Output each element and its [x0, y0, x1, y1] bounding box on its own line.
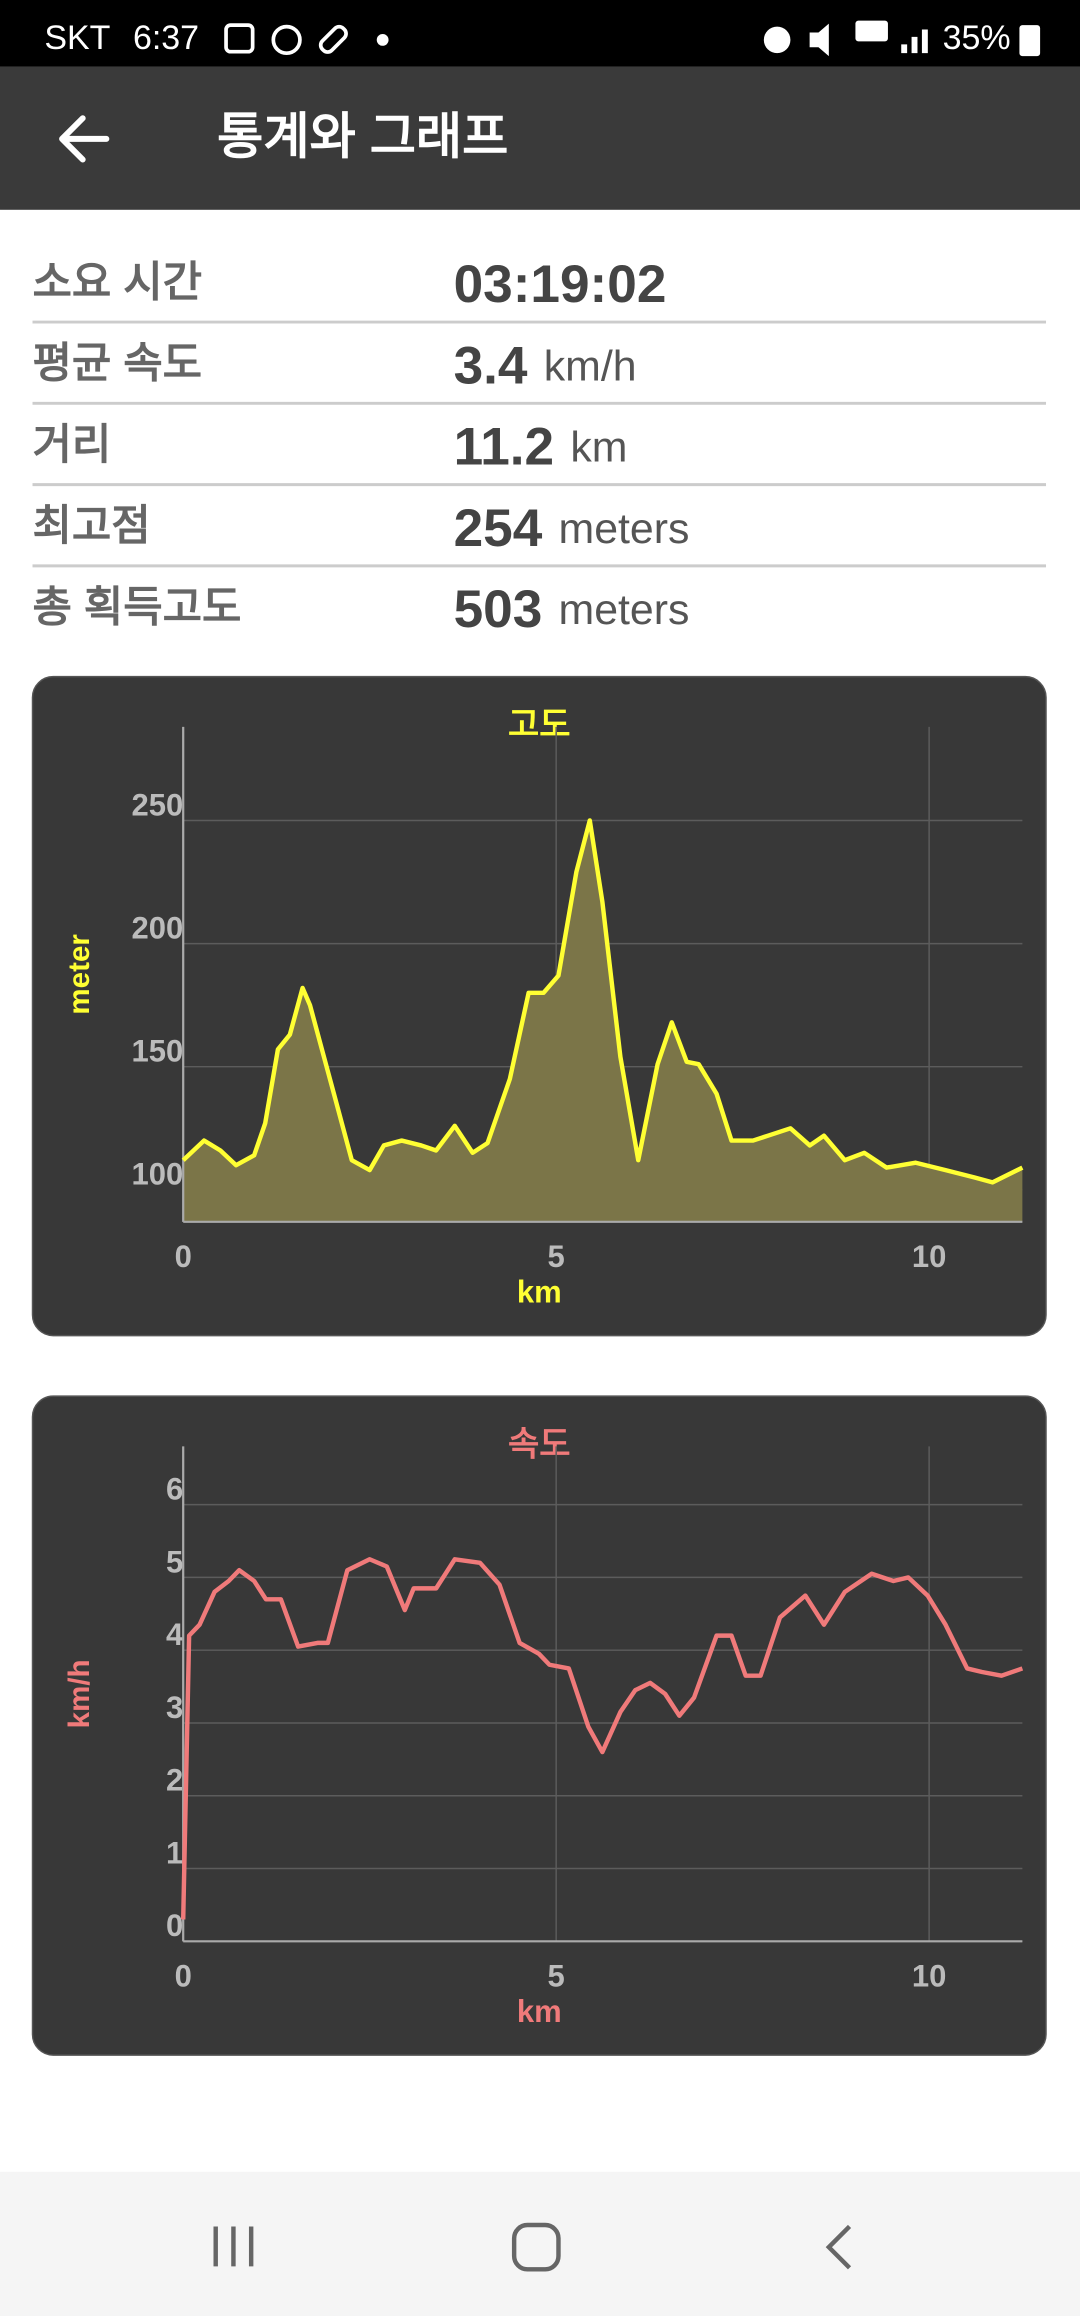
x-tick-label: 5 — [548, 1239, 565, 1274]
line — [180, 1557, 1024, 1920]
y-tick-label: 250 — [131, 787, 183, 822]
y-tick-label: 0 — [166, 1908, 183, 1943]
stat-value: 503 meters — [454, 580, 690, 639]
y-tick-label: 200 — [131, 910, 183, 945]
chart-title: 고도 — [508, 706, 571, 744]
x-axis-label: km — [517, 1274, 562, 1309]
stat-label: 소요 시간 — [33, 258, 203, 306]
stat-value: 11.2 km — [454, 418, 628, 477]
stat-label: 평균 속도 — [33, 340, 203, 388]
recents-button[interactable] — [213, 2226, 254, 2267]
stat-value: 254 meters — [454, 499, 690, 558]
y-axis-label: km/h — [63, 1659, 96, 1728]
x-axis-label: km — [517, 1994, 562, 2029]
x-tick-label: 5 — [548, 1958, 565, 1993]
battery-text: 35% — [943, 19, 1011, 57]
stat-label: 총 획득고도 — [33, 583, 242, 631]
x-tick-label: 10 — [912, 1958, 947, 1993]
y-tick-label: 6 — [166, 1472, 183, 1507]
x-tick-label: 0 — [175, 1958, 192, 1993]
stat-number: 503 — [454, 580, 543, 639]
stat-number: 03:19:02 — [454, 255, 667, 314]
pill-icon — [318, 24, 348, 54]
status-bar — [0, 0, 1080, 67]
y-tick-label: 1 — [166, 1835, 183, 1870]
stat-value: 3.4 km/h — [454, 336, 637, 395]
x-tick-label: 0 — [175, 1239, 192, 1274]
alarm-icon — [763, 26, 791, 54]
x-tick-label: 10 — [912, 1239, 947, 1274]
y-tick-label: 2 — [166, 1763, 183, 1798]
y-tick-label: 100 — [131, 1157, 183, 1192]
mute-icon — [809, 23, 829, 57]
y-tick-label: 150 — [131, 1034, 183, 1069]
nav-bar — [0, 2171, 1080, 2316]
alarm-icon — [271, 24, 302, 56]
stat-number: 3.4 — [454, 336, 528, 395]
stat-label: 최고점 — [33, 502, 151, 550]
stat-number: 11.2 — [454, 418, 555, 477]
stat-unit: meters — [559, 505, 690, 553]
chart-card — [31, 1395, 1047, 2056]
stat-unit: meters — [559, 586, 690, 634]
line — [181, 818, 1024, 1185]
stat-unit: km/h — [544, 343, 637, 391]
carrier: SKT — [44, 19, 110, 57]
home-button[interactable] — [511, 2222, 561, 2272]
y-tick-label: 3 — [166, 1690, 183, 1725]
y-tick-label: 4 — [166, 1617, 184, 1652]
battery-icon — [1019, 25, 1041, 57]
y-tick-label: 5 — [166, 1544, 183, 1579]
stat-value: 03:19:02 — [454, 255, 667, 314]
dot-icon — [376, 33, 389, 46]
stat-unit: km — [570, 424, 627, 472]
signal-icon — [901, 29, 928, 54]
chart-title: 속도 — [508, 1425, 571, 1463]
back-button[interactable] — [59, 115, 110, 163]
stat-number: 254 — [454, 499, 543, 558]
nav-back-button[interactable] — [825, 2224, 852, 2270]
gallery-icon — [224, 23, 255, 54]
app-title: 통계와 그래프 — [217, 109, 508, 165]
app-bar — [0, 66, 1080, 210]
y-axis-label: meter — [63, 934, 96, 1015]
area — [183, 820, 1023, 1222]
5g-icon — [855, 20, 888, 42]
stat-label: 거리 — [33, 421, 112, 469]
clock: 6:37 — [133, 19, 199, 57]
